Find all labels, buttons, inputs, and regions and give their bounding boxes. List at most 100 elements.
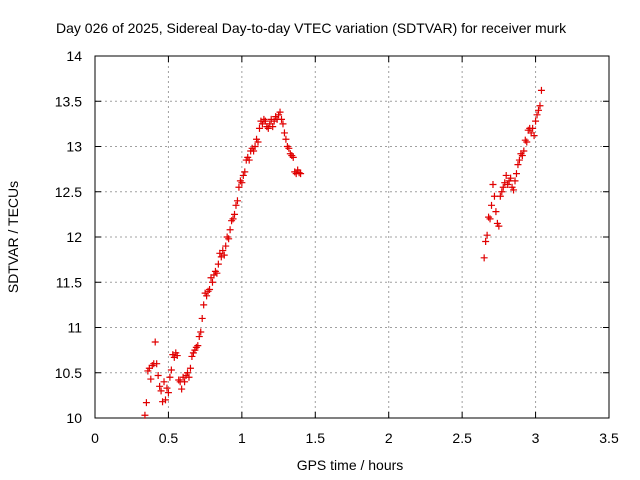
data-point	[222, 242, 230, 250]
data-point	[255, 124, 263, 132]
data-point	[495, 222, 503, 230]
y-tick-label: 11	[67, 320, 82, 336]
plot-frame	[94, 55, 610, 419]
data-point	[208, 278, 216, 286]
data-point	[514, 161, 522, 169]
data-point	[264, 124, 272, 132]
data-point	[523, 138, 531, 146]
x-tick-label: 1.5	[306, 430, 326, 446]
data-point	[147, 375, 155, 383]
data-point	[536, 102, 544, 110]
data-point	[173, 352, 181, 360]
data-point	[153, 360, 161, 368]
data-point	[489, 181, 497, 189]
data-point	[157, 387, 165, 395]
data-point	[507, 174, 515, 182]
data-point	[151, 338, 159, 346]
data-point	[185, 373, 193, 381]
data-point	[254, 138, 262, 146]
data-point	[278, 115, 286, 123]
data-point	[510, 186, 518, 194]
data-point	[197, 328, 205, 336]
data-point	[499, 183, 507, 191]
y-tick-label: 14	[66, 48, 82, 64]
data-point	[279, 120, 287, 128]
x-tick-labels: 0 0.5 1 1.5 2 2.5 3 3.5	[91, 430, 619, 446]
data-point	[206, 285, 214, 293]
data-point	[530, 132, 538, 140]
data-point	[535, 106, 543, 114]
data-point	[166, 373, 174, 381]
data-point	[280, 129, 288, 137]
data-point	[251, 143, 259, 150]
data-point	[482, 238, 490, 246]
data-point	[163, 384, 171, 392]
data-points	[141, 86, 545, 419]
data-point	[241, 168, 249, 176]
data-point	[181, 378, 189, 386]
y-axis-label: SDTVAR / TECUs	[5, 181, 21, 293]
data-point	[532, 117, 540, 125]
data-point	[496, 192, 504, 200]
data-point	[232, 201, 240, 209]
data-point	[512, 170, 520, 178]
data-point	[537, 86, 545, 94]
x-tick-label: 3	[532, 430, 540, 446]
data-point	[178, 385, 186, 393]
data-point	[511, 177, 519, 185]
data-point	[186, 364, 194, 372]
x-tick-label: 2	[385, 430, 393, 446]
data-point	[238, 179, 246, 187]
data-point	[235, 183, 243, 191]
x-tick-label: 0.5	[159, 430, 179, 446]
y-tick-label: 11.5	[56, 274, 82, 290]
data-point	[533, 111, 541, 119]
data-point	[518, 152, 526, 160]
data-point	[226, 226, 234, 234]
data-point	[154, 371, 162, 379]
data-point	[480, 254, 488, 262]
data-point	[295, 169, 303, 177]
data-point	[250, 147, 258, 155]
data-point	[229, 215, 237, 223]
data-point	[276, 108, 284, 116]
data-point	[297, 170, 305, 178]
data-point	[282, 135, 290, 143]
data-point	[515, 156, 523, 164]
data-point	[490, 192, 498, 200]
y-tick-label: 13	[66, 139, 82, 155]
data-point	[225, 235, 233, 243]
x-tick-label: 3.5	[599, 430, 619, 446]
data-point	[498, 188, 506, 196]
data-point	[194, 342, 202, 350]
data-point	[233, 197, 241, 205]
data-point	[203, 292, 211, 300]
data-point	[261, 117, 269, 125]
grid-lines	[95, 56, 609, 418]
data-point	[184, 369, 192, 377]
data-point	[141, 411, 149, 419]
data-point	[486, 215, 494, 223]
y-tick-label: 13.5	[55, 93, 82, 109]
y-tick-labels: 10 10.5 11 11.5 12 12.5 13 13.5 14	[55, 48, 82, 426]
data-point	[483, 231, 491, 239]
data-point	[164, 389, 172, 397]
data-point	[285, 144, 293, 152]
y-tick-label: 12.5	[55, 184, 82, 200]
chart-title: Day 026 of 2025, Sidereal Day-to-day VTE…	[56, 20, 567, 36]
data-point	[488, 201, 496, 209]
data-point	[161, 396, 169, 404]
y-tick-label: 10.5	[55, 365, 82, 381]
data-point	[289, 153, 297, 161]
data-point	[156, 382, 164, 390]
data-point	[167, 366, 175, 374]
data-point	[160, 378, 168, 386]
data-point	[198, 314, 206, 322]
y-tick-label: 12	[66, 229, 82, 245]
data-point	[239, 171, 247, 179]
y-tick-label: 10	[66, 410, 82, 426]
data-point	[200, 301, 208, 309]
data-point	[504, 181, 512, 189]
x-tick-label: 0	[91, 430, 99, 446]
